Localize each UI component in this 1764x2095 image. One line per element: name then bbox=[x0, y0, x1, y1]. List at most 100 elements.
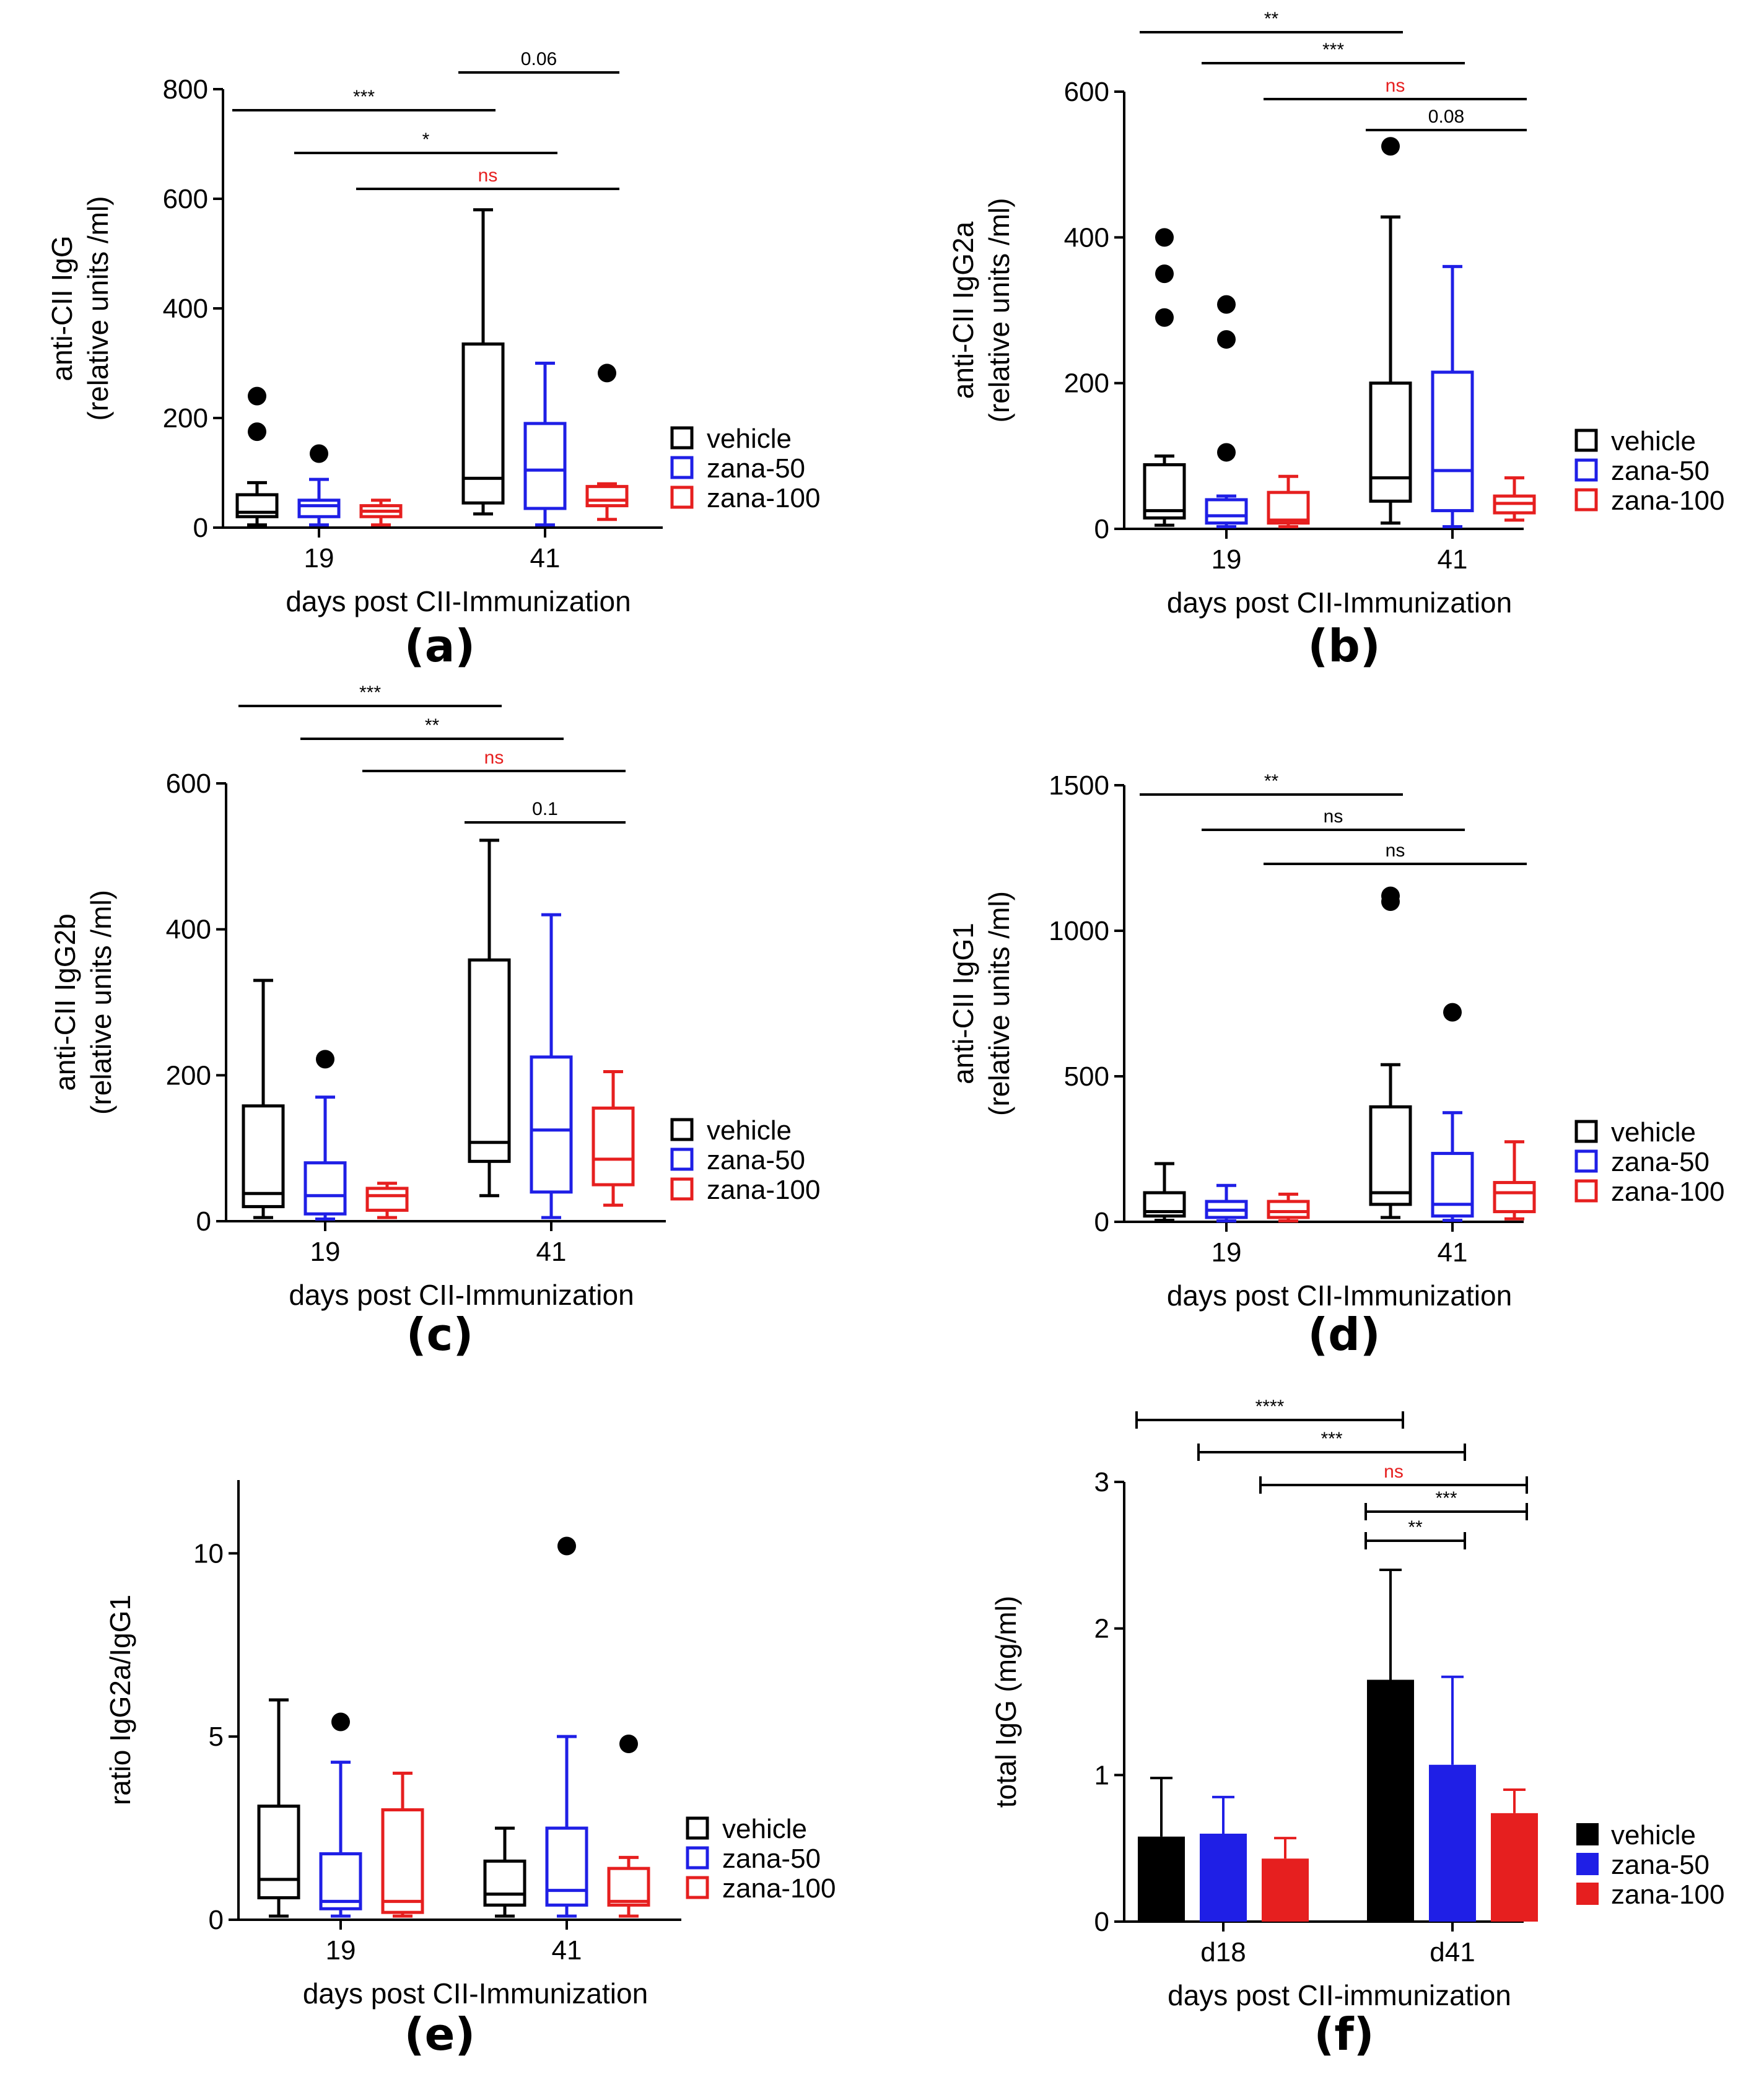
x-tick-label: d41 bbox=[1430, 1937, 1475, 1967]
y-axis-title: anti-CII IgG2b bbox=[49, 913, 81, 1091]
significance-bracket: ** bbox=[1364, 1517, 1466, 1549]
legend-label: vehicle bbox=[1611, 426, 1696, 456]
iqr-box bbox=[257, 1805, 300, 1899]
x-tick-label: 19 bbox=[1212, 1237, 1242, 1268]
y-axis-title: (relative units /ml) bbox=[983, 891, 1015, 1116]
y-tick-label: 3 bbox=[1094, 1467, 1109, 1497]
x-axis-title: days post CII-Immunization bbox=[286, 585, 631, 617]
legend-label: zana-100 bbox=[707, 1175, 820, 1205]
box-vehicle-19 bbox=[242, 978, 285, 1219]
legend-swatch bbox=[670, 1148, 694, 1171]
legend-label: zana-100 bbox=[1611, 486, 1724, 516]
iqr-box bbox=[1431, 1152, 1474, 1218]
significance-bracket: * bbox=[294, 129, 557, 154]
iqr-box bbox=[483, 1859, 526, 1907]
legend-label: zana-100 bbox=[722, 1873, 836, 1904]
y-tick-label: 200 bbox=[166, 1060, 211, 1091]
y-tick-label: 0 bbox=[209, 1905, 224, 1935]
significance-bracket: *** bbox=[238, 682, 502, 707]
x-axis-title: days post CII-Immunization bbox=[289, 1279, 634, 1311]
iqr-box bbox=[545, 1826, 588, 1907]
x-tick-label: 41 bbox=[1438, 1237, 1468, 1268]
iqr-box bbox=[381, 1808, 424, 1914]
box-vehicle-41 bbox=[1369, 886, 1412, 1219]
panel-a: 0 200 400 600 800 19 41 days post CII-Immunizat… bbox=[46, 49, 820, 672]
iqr-box bbox=[468, 958, 511, 1163]
box-zana-100-19 bbox=[365, 1182, 409, 1219]
significance-label: *** bbox=[1322, 40, 1344, 60]
significance-label: ns bbox=[1324, 806, 1343, 827]
x-tick-label: 41 bbox=[1438, 544, 1468, 575]
significance-bracket: *** bbox=[1202, 40, 1465, 64]
y-tick-label: 2 bbox=[1094, 1614, 1109, 1644]
outlier-point bbox=[248, 386, 266, 406]
y-axis-title: ratio IgG2a/IgG1 bbox=[104, 1595, 136, 1805]
significance-label: 0.06 bbox=[521, 49, 557, 69]
outlier-point bbox=[1381, 886, 1400, 905]
box-zana-100-19 bbox=[1267, 1192, 1310, 1223]
x-axis-title: days post CII-Immunization bbox=[1167, 586, 1512, 619]
iqr-box bbox=[1143, 463, 1186, 520]
iqr-box bbox=[1369, 381, 1412, 503]
y-tick-label: 800 bbox=[163, 74, 208, 105]
box-vehicle-41 bbox=[1369, 137, 1412, 525]
legend-swatch bbox=[1574, 1179, 1598, 1203]
legend-swatch bbox=[670, 426, 694, 450]
box-vehicle-19 bbox=[257, 1698, 300, 1918]
legend-label: zana-50 bbox=[707, 453, 805, 484]
box-zana-50-19 bbox=[297, 444, 341, 527]
iqr-box bbox=[461, 342, 505, 505]
box-vehicle-19 bbox=[1143, 228, 1186, 527]
x-axis-title: days post CII-immunization bbox=[1168, 1979, 1511, 2011]
significance-label: ** bbox=[425, 715, 440, 736]
y-tick-label: 600 bbox=[166, 769, 211, 799]
x-axis-title: days post CII-Immunization bbox=[303, 1977, 648, 2010]
legend-swatch bbox=[1576, 1883, 1599, 1905]
iqr-box bbox=[303, 1161, 347, 1216]
box-vehicle-41 bbox=[461, 208, 505, 516]
legend-label: zana-100 bbox=[1611, 1177, 1724, 1207]
legend-label: zana-50 bbox=[722, 1844, 821, 1874]
bar-zana-50-d18 bbox=[1200, 1834, 1247, 1922]
panel-label: (d) bbox=[1308, 1309, 1380, 1361]
legend-label: zana-50 bbox=[707, 1145, 805, 1175]
legend-swatch bbox=[1574, 429, 1598, 452]
y-tick-label: 200 bbox=[163, 403, 208, 433]
legend-label: zana-50 bbox=[1611, 456, 1709, 486]
legend-swatch bbox=[670, 486, 694, 509]
significance-label: ** bbox=[1408, 1517, 1423, 1538]
legend-label: zana-50 bbox=[1611, 1850, 1709, 1880]
legend-label: vehicle bbox=[722, 1814, 807, 1844]
x-axis-title: days post CII-Immunization bbox=[1167, 1279, 1512, 1312]
y-tick-label: 600 bbox=[163, 184, 208, 214]
box-zana-100-41 bbox=[1493, 476, 1536, 522]
significance-bracket: ns bbox=[362, 747, 626, 772]
y-tick-label: 400 bbox=[163, 294, 208, 324]
iqr-box bbox=[1493, 1181, 1536, 1214]
significance-label: ns bbox=[484, 747, 504, 768]
significance-bracket: ** bbox=[1140, 9, 1403, 33]
legend-swatch bbox=[686, 1816, 709, 1840]
iqr-box bbox=[1205, 498, 1248, 525]
significance-label: *** bbox=[359, 682, 381, 703]
x-tick-label: d18 bbox=[1200, 1937, 1246, 1967]
outlier-point bbox=[248, 422, 266, 442]
legend-swatch bbox=[670, 1177, 694, 1201]
significance-label: ns bbox=[478, 165, 498, 186]
outlier-point bbox=[1217, 443, 1236, 462]
significance-bracket: **** bbox=[1135, 1396, 1404, 1429]
x-tick-label: 19 bbox=[1212, 544, 1242, 575]
y-tick-label: 0 bbox=[1094, 514, 1109, 544]
y-tick-label: 1 bbox=[1094, 1760, 1109, 1790]
box-zana-100-41 bbox=[585, 364, 629, 521]
significance-bracket: ns bbox=[1259, 1461, 1528, 1494]
box-zana-100-41 bbox=[607, 1735, 650, 1918]
iqr-box bbox=[523, 422, 567, 510]
y-axis-title: anti-CII IgG2a bbox=[947, 221, 979, 399]
legend-label: zana-100 bbox=[707, 483, 820, 513]
panel-label: (e) bbox=[404, 2008, 476, 2060]
box-zana-50-19 bbox=[1205, 1183, 1248, 1223]
y-tick-label: 1000 bbox=[1049, 916, 1109, 946]
significance-bracket: 0.06 bbox=[458, 49, 619, 74]
